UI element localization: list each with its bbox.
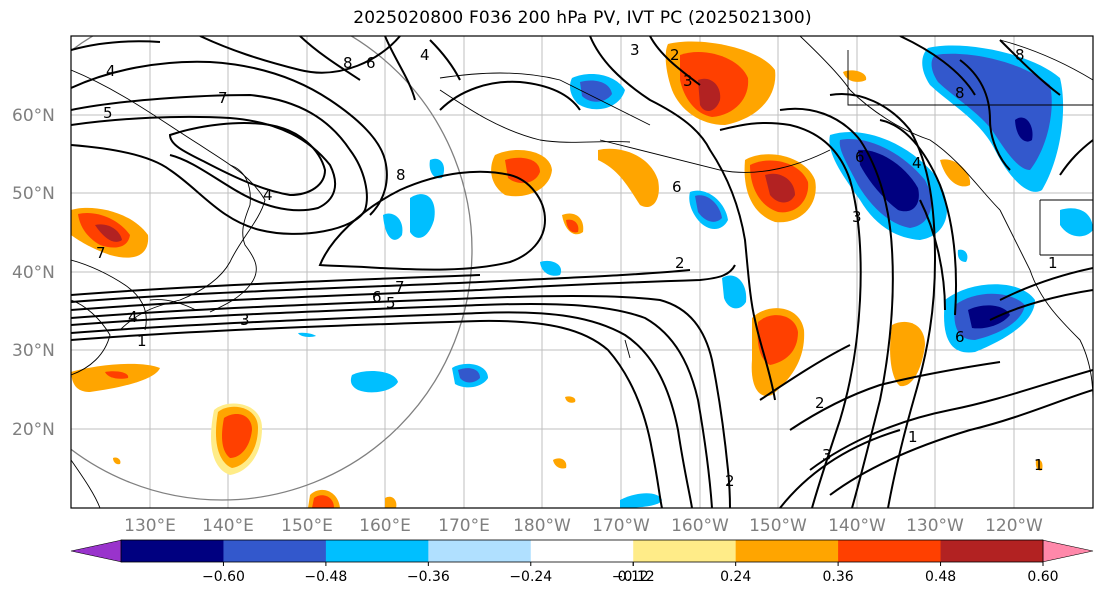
contour-label: 6 [372, 288, 382, 306]
lon-label: 170°W [592, 516, 650, 536]
contour-label: 2 [675, 254, 685, 272]
contour-label: 1 [908, 428, 918, 446]
page-title: 2025020800 F036 200 hPa PV, IVT PC (2025… [353, 8, 812, 28]
colorbar-swatch [838, 540, 942, 562]
lon-label: 150°W [749, 516, 807, 536]
contour-label: 3 [852, 208, 862, 226]
colorbar-swatch [121, 540, 224, 562]
colorbar-swatch [325, 540, 429, 562]
lat-label: 60°N [12, 106, 55, 126]
lon-label: 130°W [906, 516, 964, 536]
contour-label: 6 [955, 328, 965, 346]
lon-labels: 130°E 140°E 150°E 160°E 170°E 180°W 170°… [124, 516, 1043, 536]
colorbar-frame [120, 539, 1044, 563]
lat-label: 50°N [12, 184, 55, 204]
colorbar-tick-label: 0.60 [1027, 569, 1058, 585]
lon-label: 180°W [513, 516, 571, 536]
contour-label: 4 [128, 308, 138, 326]
contour-label: 4 [912, 154, 922, 172]
lon-label: 160°E [359, 516, 411, 536]
colorbar-tick-label: 0.24 [720, 569, 751, 585]
contour-label: 3 [630, 41, 640, 59]
contour-label: 6 [855, 148, 865, 166]
contour-label: 3 [240, 311, 250, 329]
contour-label: 4 [106, 62, 116, 80]
colorbar-tick-label: −0.24 [509, 569, 552, 585]
colorbar-swatch [428, 540, 532, 562]
contour-label: 2 [725, 472, 735, 490]
lon-label: 150°E [281, 516, 333, 536]
coastlines [71, 36, 1093, 508]
contour-label: 7 [96, 244, 106, 262]
lon-label: 160°W [671, 516, 729, 536]
contour-label: 7 [218, 89, 228, 107]
colorbar-swatch [633, 540, 737, 562]
contour-labels: 5 4 7 8 6 4 3 3 2 8 6 7 6 5 4 3 1 4 1 2 … [96, 41, 1058, 490]
contour-label: 2 [670, 46, 680, 64]
lon-label: 170°E [438, 516, 490, 536]
colorbar-tick-label: −0.36 [407, 569, 450, 585]
lat-label: 30°N [12, 341, 55, 361]
contour-label: 1 [137, 332, 147, 350]
colorbar-extend-high [1041, 539, 1094, 563]
contour-label: 5 [103, 104, 113, 122]
lon-label: 120°W [985, 516, 1043, 536]
colorbar-tick-label: −0.60 [202, 569, 245, 585]
contour-label: 3 [683, 72, 693, 90]
colorbar-tick-label: 0.12 [618, 569, 649, 585]
map-frame [70, 35, 1094, 509]
colorbar-tick-label: −0.12 [612, 569, 655, 585]
colorbar-extend-low [70, 539, 123, 563]
contour-label: 6 [366, 54, 376, 72]
lon-label: 140°E [202, 516, 254, 536]
contour-label: 4 [263, 186, 273, 204]
contour-label: 6 [672, 178, 682, 196]
gridlines [71, 36, 1093, 508]
pv-contours [71, 36, 1093, 508]
contour-label: 5 [386, 294, 396, 312]
contour-label: 4 [420, 46, 430, 64]
colorbar-ticks [222, 562, 1044, 566]
contour-label: 1 [1048, 254, 1058, 272]
colorbar-tick-label: 0.36 [823, 569, 854, 585]
contour-label: 1 [1034, 456, 1044, 474]
lat-labels: 60°N 50°N 40°N 30°N 20°N [12, 106, 55, 440]
colorbar-swatch [530, 540, 634, 562]
colorbar-swatches [70, 539, 1094, 563]
lon-label: 140°W [828, 516, 886, 536]
lon-label: 130°E [124, 516, 176, 536]
range-circle [71, 36, 473, 501]
colorbar-swatch [223, 540, 327, 562]
contour-label: 7 [395, 278, 405, 296]
contour-label: 3 [822, 446, 832, 464]
colorbar: −0.60 −0.48 −0.36 −0.24 −0.120.12 0.24 0.36 0.4… [70, 539, 1094, 585]
contour-label: 8 [955, 84, 965, 102]
contour-label: 8 [396, 166, 406, 184]
contour-label: 2 [815, 394, 825, 412]
colorbar-labels: −0.60 −0.48 −0.36 −0.24 −0.120.12 0.24 0.36 0.4… [202, 569, 1059, 585]
lat-label: 40°N [12, 263, 55, 283]
contour-label: 8 [1015, 46, 1025, 64]
lat-label: 20°N [12, 420, 55, 440]
colorbar-swatch [940, 540, 1044, 562]
colorbar-tick-label: 0.48 [925, 569, 956, 585]
colorbar-tick-label: −0.48 [304, 569, 347, 585]
colorbar-swatch [735, 540, 839, 562]
contour-label: 8 [343, 54, 353, 72]
